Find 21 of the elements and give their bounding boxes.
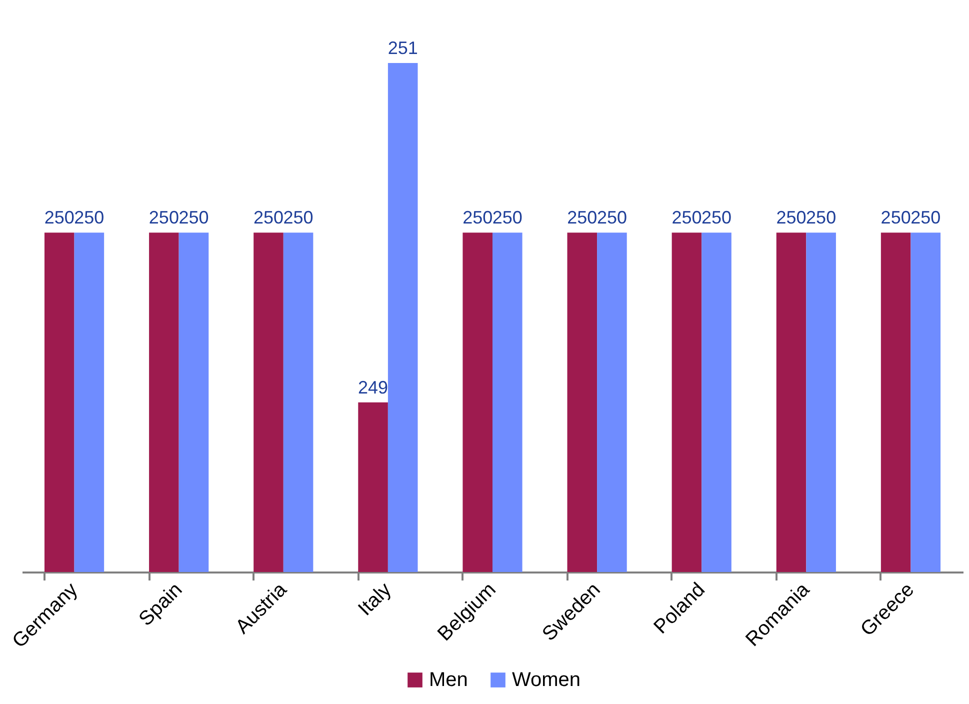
data-label: 250 bbox=[596, 208, 627, 228]
data-label: 250 bbox=[776, 208, 806, 228]
data-label: 250 bbox=[910, 208, 941, 228]
x-tick-label: Italy bbox=[354, 578, 396, 620]
data-label: 250 bbox=[253, 208, 284, 228]
data-label: 251 bbox=[388, 38, 418, 58]
data-label: 250 bbox=[462, 208, 493, 228]
data-label: 250 bbox=[880, 208, 911, 228]
legend-label: Women bbox=[512, 669, 581, 691]
data-label: 250 bbox=[178, 208, 209, 228]
data-label: 250 bbox=[672, 208, 702, 228]
data-label: 250 bbox=[283, 208, 314, 228]
data-label: 250 bbox=[492, 208, 522, 228]
data-label: 250 bbox=[806, 208, 836, 228]
data-label: 250 bbox=[148, 208, 179, 228]
data-label: 250 bbox=[74, 208, 104, 228]
data-label: 250 bbox=[567, 208, 598, 228]
legend-label: Men bbox=[429, 669, 468, 691]
data-label: 249 bbox=[358, 377, 388, 398]
data-label: 250 bbox=[701, 208, 732, 228]
data-label: 250 bbox=[44, 208, 74, 228]
